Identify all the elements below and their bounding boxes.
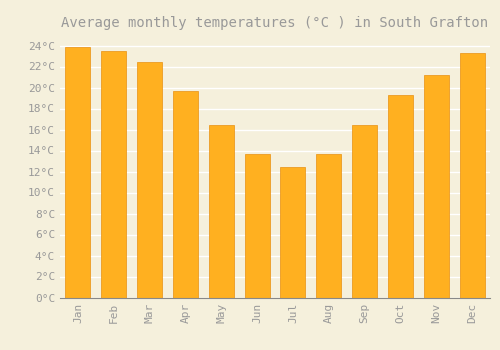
Bar — [208, 125, 234, 298]
Bar — [66, 47, 90, 298]
Bar — [101, 51, 126, 298]
Bar — [460, 53, 484, 298]
Bar — [316, 154, 342, 298]
Bar — [137, 62, 162, 298]
Bar — [424, 75, 449, 298]
Title: Average monthly temperatures (°C ) in South Grafton: Average monthly temperatures (°C ) in So… — [62, 16, 488, 30]
Bar — [352, 125, 377, 298]
Bar — [280, 167, 305, 298]
Bar — [173, 91, 198, 298]
Bar — [388, 95, 413, 298]
Bar — [244, 154, 270, 298]
